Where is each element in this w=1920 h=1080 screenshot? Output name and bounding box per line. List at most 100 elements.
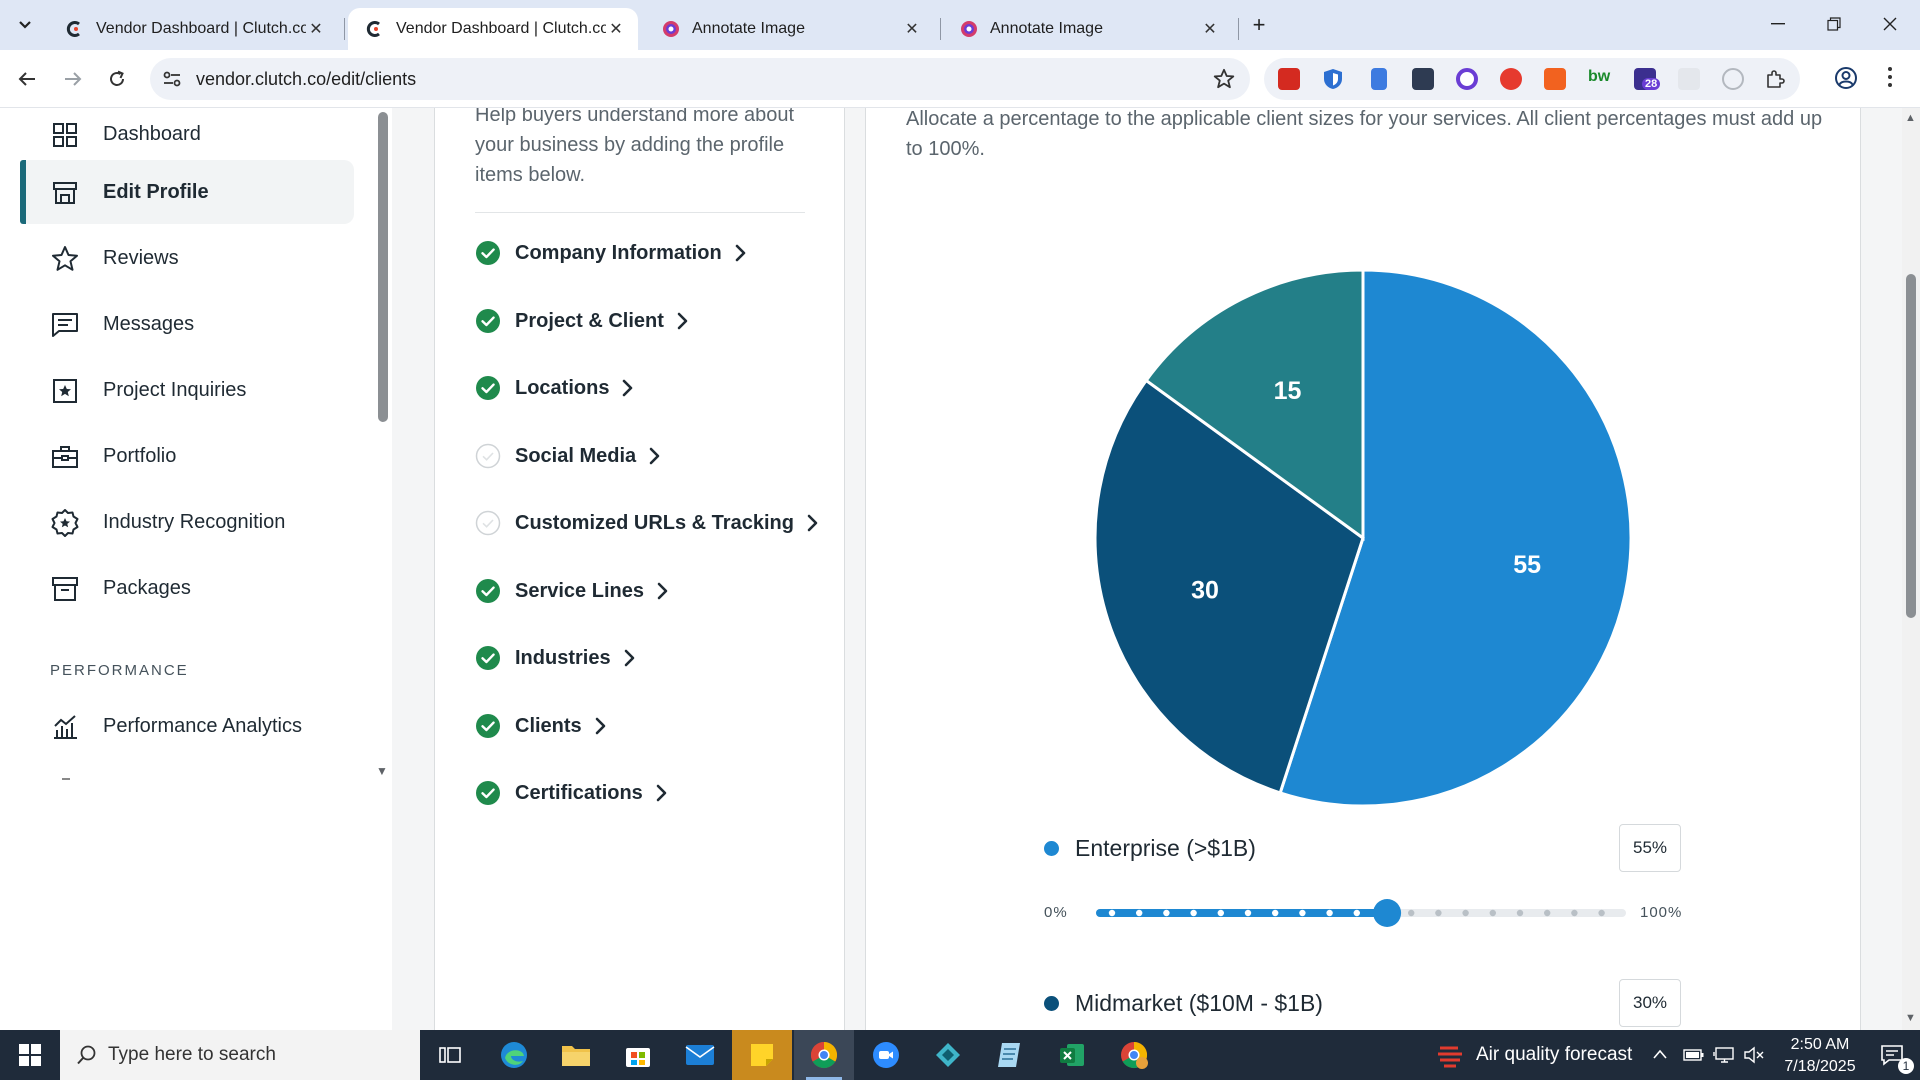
new-tab-button[interactable]: + (1252, 12, 1266, 37)
chevron-right-icon (623, 379, 633, 397)
notification-center-button[interactable]: 1 (1866, 1030, 1920, 1080)
close-window-button[interactable] (1862, 0, 1918, 48)
orange-extension-icon[interactable] (1544, 68, 1566, 90)
battery-icon[interactable] (1683, 1047, 1705, 1063)
enterprise-percent-input[interactable]: 55% (1619, 824, 1681, 872)
pdf-extension-icon[interactable] (1278, 68, 1300, 90)
close-icon[interactable]: ✕ (309, 21, 323, 38)
weather-widget[interactable]: Air quality forecast (1476, 1044, 1633, 1065)
bw-extension-icon[interactable]: bw (1588, 68, 1611, 85)
compass-extension-icon[interactable] (1722, 68, 1744, 90)
chevron-up-icon[interactable] (1652, 1048, 1668, 1060)
minimize-button[interactable] (1750, 0, 1806, 48)
minimize-icon (1771, 23, 1785, 25)
forward-button[interactable] (58, 64, 88, 94)
sidebar-item-industry-recognition[interactable]: Industry Recognition (20, 490, 354, 554)
sidebar-item-packages[interactable]: Packages (20, 556, 354, 620)
profile-step-item[interactable]: Certifications (475, 778, 667, 808)
edge-taskbar-app[interactable] (484, 1030, 544, 1080)
sticky-notes-icon (751, 1044, 773, 1066)
profile-step-item[interactable]: Locations (475, 373, 633, 403)
app-taskbar-app[interactable] (918, 1030, 978, 1080)
address-bar[interactable]: vendor.clutch.co/edit/clients (150, 58, 1250, 100)
sidebar-item-messages[interactable]: Messages (20, 292, 354, 356)
profile-step-item[interactable]: Customized URLs & Tracking (475, 508, 818, 538)
chrome-taskbar-app[interactable] (794, 1030, 854, 1080)
profile-step-item[interactable]: Company Information (475, 238, 746, 268)
profile-step-item[interactable]: Social Media (475, 441, 660, 471)
bookmark-star-icon[interactable] (1212, 67, 1236, 91)
sidebar-item-dashboard[interactable]: Dashboard (20, 108, 354, 166)
sidebar-item-portfolio[interactable]: Portfolio (20, 424, 354, 488)
zoom-taskbar-app[interactable] (856, 1030, 916, 1080)
sidebar-item-project-inquiries[interactable]: Project Inquiries (20, 358, 354, 422)
back-button[interactable] (12, 64, 42, 94)
profile-icon[interactable] (1834, 66, 1858, 90)
chevron-right-icon (735, 244, 745, 262)
mail-taskbar-app[interactable] (670, 1030, 730, 1080)
volume-muted-icon[interactable] (1743, 1046, 1765, 1064)
document-extension-icon[interactable] (1371, 68, 1387, 90)
pie-slice-label: 15 (1274, 377, 1302, 405)
start-button[interactable] (0, 1030, 60, 1080)
site-settings-icon[interactable] (162, 69, 182, 89)
sidebar-scrollbar-thumb[interactable] (378, 112, 388, 422)
restore-button[interactable] (1806, 0, 1862, 48)
sidebar-scroll-down-arrow[interactable]: ▼ (376, 764, 388, 778)
check-circle-icon (476, 714, 500, 738)
notes-taskbar-app[interactable] (980, 1030, 1040, 1080)
file-explorer-taskbar-app[interactable] (546, 1030, 606, 1080)
profile-step-label: Customized URLs & Tracking (515, 511, 794, 534)
sidebar-item-edit-profile[interactable]: Edit Profile (20, 160, 354, 224)
taskbar-search-box[interactable]: Type here to search (60, 1030, 420, 1080)
profile-step-item[interactable]: Clients (475, 711, 606, 741)
store-taskbar-app[interactable] (608, 1030, 668, 1080)
close-icon[interactable]: ✕ (1203, 21, 1217, 38)
system-clock[interactable]: 2:50 AM 7/18/2025 (1770, 1034, 1870, 1078)
tab-annotate-image-1[interactable]: Annotate Image ✕ (644, 8, 934, 50)
sidebar-item-reviews[interactable]: Reviews (20, 226, 354, 290)
puzzle-extensions-icon[interactable] (1764, 68, 1786, 90)
tab-vendor-dashboard-2[interactable]: Vendor Dashboard | Clutch.co ✕ (348, 8, 638, 50)
help-text: Help buyers understand more about your b… (475, 108, 795, 186)
profile-step-item[interactable]: Industries (475, 643, 635, 673)
chevron-right-icon (807, 514, 818, 532)
excel-taskbar-app[interactable] (1042, 1030, 1102, 1080)
tab-vendor-dashboard-1[interactable]: Vendor Dashboard | Clutch.co ✕ (48, 8, 338, 50)
shield-extension-icon[interactable] (1322, 68, 1344, 90)
air-quality-icon[interactable] (1436, 1042, 1464, 1070)
blank-extension-icon[interactable] (1678, 68, 1700, 90)
check-circle-icon (476, 646, 500, 670)
page-scroll-down-arrow[interactable]: ▼ (1905, 1012, 1916, 1024)
page-scrollbar-thumb[interactable] (1906, 274, 1916, 618)
sidebar-item-performance-analytics[interactable]: Performance Analytics (20, 694, 354, 758)
close-icon[interactable]: ✕ (905, 21, 919, 38)
reload-button[interactable] (102, 64, 132, 94)
slider-tick (1136, 909, 1143, 917)
task-view-button[interactable] (420, 1030, 480, 1080)
profile-step-item[interactable]: Project & Client (475, 306, 688, 336)
midmarket-percent-input[interactable]: 30% (1619, 979, 1681, 1027)
sticky-notes-taskbar-app[interactable] (732, 1030, 792, 1080)
tab-annotate-image-2[interactable]: Annotate Image ✕ (942, 8, 1232, 50)
close-icon[interactable]: ✕ (609, 21, 623, 38)
active-indicator (20, 160, 26, 224)
profile-step-item[interactable]: Service Lines (475, 576, 668, 606)
profile-step-label: Social Media (515, 444, 637, 467)
notification-extension-icon[interactable]: 28 (1634, 68, 1661, 90)
client-size-label: Enterprise (>$1B) (1075, 834, 1256, 861)
slider-handle[interactable] (1373, 899, 1402, 927)
capture-extension-icon[interactable] (1500, 68, 1522, 90)
slider-tick (1272, 909, 1279, 917)
chrome-profile-taskbar-app[interactable] (1104, 1030, 1164, 1080)
video-extension-icon[interactable] (1412, 68, 1434, 90)
kebab-menu-icon[interactable] (1886, 64, 1894, 90)
page-scroll-up-arrow[interactable]: ▲ (1905, 112, 1916, 124)
slider-tick (1108, 909, 1116, 917)
annotate-extension-icon[interactable] (1456, 68, 1478, 90)
client-size-pie-chart: 55 30 15 (1093, 268, 1633, 808)
enterprise-percent-slider[interactable] (1086, 898, 1626, 928)
pie-slice-label: 55 (1513, 551, 1541, 579)
network-icon[interactable] (1713, 1046, 1735, 1064)
tab-search-button[interactable] (8, 8, 42, 42)
